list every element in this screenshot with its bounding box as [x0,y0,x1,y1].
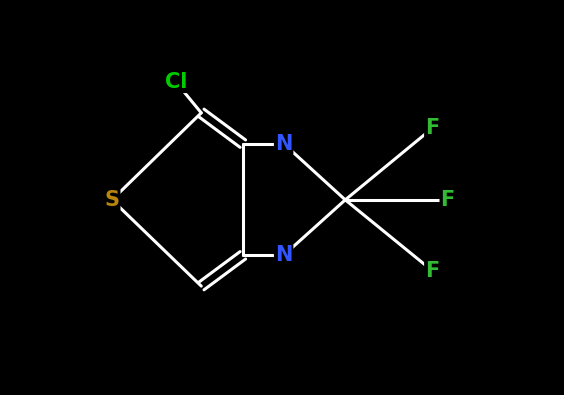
Text: Cl: Cl [165,72,187,92]
Text: F: F [440,190,455,210]
Text: N: N [275,245,292,265]
Text: N: N [275,134,292,154]
Text: F: F [425,261,439,281]
Text: S: S [104,190,120,210]
Text: F: F [425,118,439,138]
